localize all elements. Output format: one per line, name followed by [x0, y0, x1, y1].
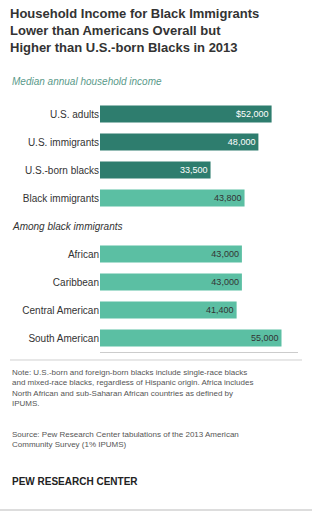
svg-text:Caribbean: Caribbean	[53, 277, 99, 288]
svg-text:48,000: 48,000	[228, 137, 256, 147]
svg-text:Household Income for Black Imm: Household Income for Black ImmigrantsLow…	[10, 6, 259, 55]
svg-text:41,400: 41,400	[206, 305, 234, 315]
svg-text:U.S.-born blacks: U.S.-born blacks	[25, 165, 99, 176]
svg-text:Source: Pew Research Center ta: Source: Pew Research Center tabulations …	[12, 430, 239, 449]
svg-text:43,800: 43,800	[214, 193, 242, 203]
svg-text:55,000: 55,000	[251, 333, 279, 343]
svg-text:Black immigrants: Black immigrants	[23, 193, 99, 204]
svg-text:43,000: 43,000	[211, 249, 239, 259]
svg-text:Among black immigrants: Among black immigrants	[12, 221, 122, 232]
svg-text:South American: South American	[28, 333, 99, 344]
svg-text:$52,000: $52,000	[236, 109, 269, 119]
svg-text:Median annual household income: Median annual household income	[12, 76, 162, 87]
svg-text:U.S. adults: U.S. adults	[50, 109, 99, 120]
svg-text:PEW RESEARCH CENTER: PEW RESEARCH CENTER	[12, 476, 138, 487]
svg-text:African: African	[68, 249, 99, 260]
svg-text:U.S. immigrants: U.S. immigrants	[28, 137, 99, 148]
svg-text:Central American: Central American	[22, 305, 99, 316]
svg-text:33,500: 33,500	[180, 165, 208, 175]
svg-text:Note: U.S.-born and foreign-bo: Note: U.S.-born and foreign-born blacks …	[12, 368, 253, 408]
svg-text:43,000: 43,000	[211, 277, 239, 287]
